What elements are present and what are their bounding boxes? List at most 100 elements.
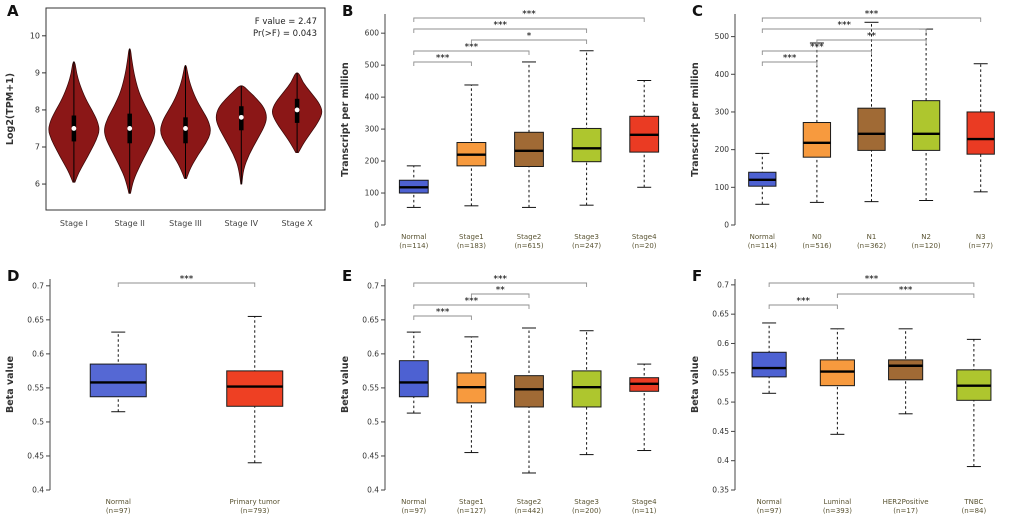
svg-text:0: 0 — [724, 221, 729, 230]
svg-text:(n=615): (n=615) — [514, 242, 543, 250]
panel-a-label: A — [7, 2, 19, 20]
svg-text:Stage4: Stage4 — [632, 233, 657, 241]
svg-text:300: 300 — [715, 107, 730, 116]
svg-text:400: 400 — [365, 93, 380, 102]
svg-text:(n=11): (n=11) — [632, 507, 657, 515]
svg-text:Normal: Normal — [750, 233, 775, 241]
svg-text:Stage2: Stage2 — [517, 498, 542, 506]
svg-text:***: *** — [837, 21, 851, 31]
svg-text:500: 500 — [715, 32, 730, 41]
svg-text:Transcript per million: Transcript per million — [690, 62, 701, 177]
svg-text:(n=183): (n=183) — [457, 242, 486, 250]
svg-text:0.4: 0.4 — [717, 456, 729, 465]
svg-text:**: ** — [867, 32, 877, 42]
svg-text:***: *** — [180, 275, 194, 285]
svg-text:200: 200 — [715, 145, 730, 154]
svg-text:(n=516): (n=516) — [802, 242, 831, 250]
svg-text:Stage2: Stage2 — [517, 233, 542, 241]
svg-text:0.5: 0.5 — [32, 417, 44, 426]
svg-text:N3: N3 — [976, 233, 986, 241]
methylation-tumor-boxplot: 0.4 0.45 0.5 0.55 0.6 0.65 0.7 Beta value Normal… — [5, 275, 284, 515]
svg-text:Stage3: Stage3 — [574, 233, 599, 241]
svg-text:Stage X: Stage X — [282, 219, 314, 228]
svg-text:7: 7 — [35, 142, 40, 151]
svg-text:*: * — [527, 32, 532, 42]
svg-text:(n=97): (n=97) — [757, 507, 782, 515]
stage-violin-chart: 6 7 8 9 10 Log2(TPM+1) Stage I Stage II Stage II… — [5, 7, 326, 228]
svg-text:***: *** — [783, 54, 797, 64]
svg-text:***: *** — [865, 275, 879, 285]
svg-text:Stage II: Stage II — [115, 219, 145, 228]
panel-e-label: E — [342, 267, 353, 285]
svg-text:Normal: Normal — [756, 498, 781, 506]
svg-text:Beta value: Beta value — [5, 356, 16, 413]
svg-text:(n=120): (n=120) — [912, 242, 941, 250]
svg-text:***: *** — [465, 43, 479, 53]
svg-text:0.65: 0.65 — [27, 315, 44, 324]
svg-text:0.65: 0.65 — [712, 310, 729, 319]
svg-text:Transcript per million: Transcript per million — [340, 62, 351, 177]
svg-text:Beta value: Beta value — [340, 356, 351, 413]
svg-text:9: 9 — [35, 68, 40, 77]
svg-text:***: *** — [522, 10, 536, 20]
svg-text:Luminal: Luminal — [824, 498, 852, 506]
svg-text:***: *** — [899, 286, 913, 296]
svg-text:Primary tumor: Primary tumor — [230, 498, 281, 506]
svg-text:Stage4: Stage4 — [632, 498, 657, 506]
svg-text:Stage3: Stage3 — [574, 498, 599, 506]
svg-text:Log2(TPM+1): Log2(TPM+1) — [5, 73, 16, 145]
svg-text:(n=114): (n=114) — [399, 242, 428, 250]
svg-text:***: *** — [436, 54, 450, 64]
panel-c-label: C — [692, 2, 704, 20]
methylation-stage-boxplot: 0.4 0.45 0.5 0.55 0.6 0.65 0.7 Beta value Normal… — [340, 275, 660, 515]
svg-text:Pr(>F) = 0.043: Pr(>F) = 0.043 — [253, 29, 317, 39]
svg-text:10: 10 — [30, 31, 40, 40]
svg-text:Stage I: Stage I — [60, 219, 88, 228]
svg-text:(n=114): (n=114) — [748, 242, 777, 250]
svg-text:**: ** — [496, 286, 506, 296]
svg-text:0.45: 0.45 — [362, 451, 379, 460]
svg-text:(n=84): (n=84) — [962, 507, 987, 515]
svg-text:300: 300 — [365, 125, 380, 134]
svg-text:***: *** — [797, 297, 811, 307]
svg-text:***: *** — [865, 10, 879, 20]
svg-text:Normal: Normal — [401, 233, 426, 241]
svg-text:***: *** — [810, 43, 824, 53]
svg-text:0.6: 0.6 — [32, 349, 44, 358]
svg-text:(n=200): (n=200) — [572, 507, 601, 515]
svg-text:0.55: 0.55 — [362, 383, 379, 392]
svg-text:0.4: 0.4 — [367, 486, 379, 495]
methylation-subtype-boxplot: 0.35 0.4 0.45 0.5 0.55 0.6 0.65 0.7 Beta value No… — [690, 275, 992, 515]
svg-text:(n=393): (n=393) — [823, 507, 852, 515]
svg-text:0.6: 0.6 — [717, 339, 729, 348]
svg-text:***: *** — [436, 308, 450, 318]
svg-text:100: 100 — [365, 189, 380, 198]
svg-text:600: 600 — [365, 29, 380, 38]
svg-text:(n=362): (n=362) — [857, 242, 886, 250]
svg-text:0.35: 0.35 — [712, 486, 729, 495]
svg-text:TNBC: TNBC — [963, 498, 983, 506]
svg-text:0.5: 0.5 — [367, 417, 379, 426]
svg-text:N1: N1 — [867, 233, 877, 241]
svg-text:6: 6 — [35, 180, 40, 189]
panel-a: A 6 7 8 9 10 Log2(TPM+1) Stage I Stage II Stage … — [0, 0, 335, 265]
svg-text:0.55: 0.55 — [27, 383, 44, 392]
svg-text:0.7: 0.7 — [367, 281, 379, 290]
svg-text:Stage III: Stage III — [169, 219, 202, 228]
svg-text:***: *** — [493, 275, 507, 285]
panel-c: C 0 100 200 300 400 500 Transcript per million… — [685, 0, 1020, 265]
svg-text:(n=442): (n=442) — [514, 507, 543, 515]
svg-text:0.45: 0.45 — [712, 427, 729, 436]
nodal-status-expression-boxplot: 0 100 200 300 400 500 Transcript per million No… — [690, 10, 995, 250]
svg-text:(n=793): (n=793) — [240, 507, 269, 515]
svg-text:0.7: 0.7 — [717, 280, 729, 289]
svg-text:0: 0 — [374, 221, 379, 230]
svg-text:0.5: 0.5 — [717, 398, 729, 407]
svg-text:0.7: 0.7 — [32, 281, 44, 290]
svg-text:0.65: 0.65 — [362, 315, 379, 324]
svg-text:(n=97): (n=97) — [401, 507, 426, 515]
svg-text:***: *** — [493, 21, 507, 31]
svg-text:(n=97): (n=97) — [106, 507, 131, 515]
svg-text:(n=247): (n=247) — [572, 242, 601, 250]
